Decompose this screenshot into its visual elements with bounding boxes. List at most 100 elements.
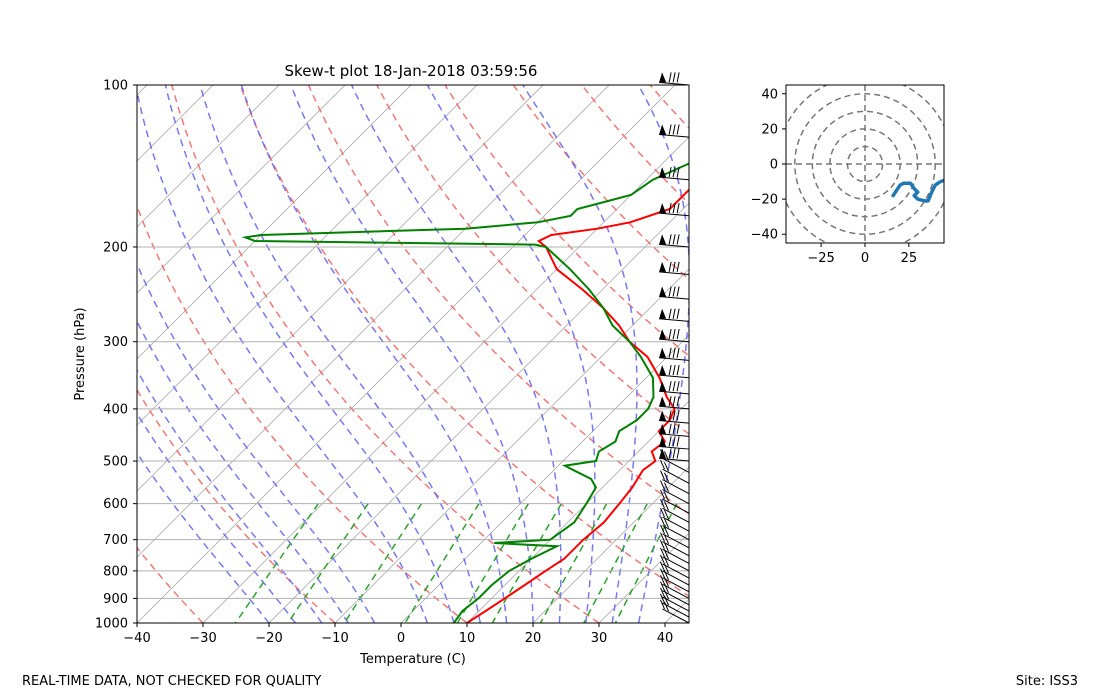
moist-adiabat-line [637, 85, 689, 623]
wind-barb-feather [668, 308, 672, 319]
wind-barb-feather [672, 167, 676, 178]
dry-adiabat-line [376, 85, 689, 435]
pressure-gridlines [137, 84, 689, 624]
wind-barb-feather [676, 167, 680, 178]
wind-barb-feather [660, 507, 665, 518]
wind-barb-feather [672, 234, 676, 245]
moist-adiabat-line [290, 85, 534, 623]
wind-barb-flag [659, 308, 667, 319]
wind-barb-staff [659, 357, 690, 361]
isotherm-line [137, 85, 610, 558]
hodograph-y-tick-label: −40 [751, 228, 778, 243]
isotherm-line [0, 85, 15, 623]
wind-barb-feather [660, 516, 665, 526]
isotherm-line [137, 85, 676, 623]
hodograph-y-tick-label: −20 [751, 193, 778, 208]
wind-barb-feather [672, 423, 676, 434]
wind-barb-flag [659, 410, 667, 421]
wind-barb-staff [659, 390, 690, 395]
wind-barb-feather [676, 234, 680, 245]
wind-barb-feather [664, 601, 669, 612]
wind-barb-staff [662, 590, 690, 606]
isotherm-line [202, 136, 689, 623]
isotherm-line [137, 85, 280, 228]
mixing-ratio-line [343, 503, 423, 623]
temperature-line [466, 188, 689, 623]
moist-adiabat-line [137, 368, 323, 623]
wind-barb-feather [668, 167, 672, 178]
isotherm-line [532, 466, 689, 623]
wind-barb-feather [660, 581, 665, 591]
wind-barb-feather [668, 328, 672, 340]
wind-barb-staff [662, 548, 690, 564]
moist-adiabat-line [137, 412, 296, 623]
y-tick-label: 1000 [95, 617, 128, 632]
isotherm-line [137, 85, 544, 492]
x-tick-label: 30 [591, 631, 608, 646]
quality-disclaimer: REAL-TIME DATA, NOT CHECKED FOR QUALITY [22, 674, 322, 689]
wind-barb-staff [662, 498, 690, 514]
x-tick-label: −10 [321, 631, 348, 646]
dry-adiabat-line [137, 388, 336, 623]
wind-barb-staff [662, 570, 690, 586]
dry-adiabat-line [649, 85, 689, 130]
wind-barb-feather [676, 308, 680, 319]
wind-barb-staff [659, 374, 690, 379]
y-axis-ticks: 100 200 300 400 500 600 700 800 900 1000 [95, 79, 137, 632]
wind-barb-feather [676, 261, 680, 272]
moist-adiabat-line [350, 85, 562, 623]
wind-barb-feather [672, 347, 676, 358]
wind-barb-feather [668, 410, 672, 421]
moist-adiabat-line [426, 85, 596, 623]
skewt-background-lines [0, 85, 689, 623]
wind-barb-feather [668, 448, 672, 459]
wind-barb-feather [672, 328, 676, 340]
wind-barb-feather [664, 526, 669, 537]
wind-barb-feather [660, 587, 665, 598]
wind-barb-staff [662, 556, 690, 572]
wind-barb-feather [676, 347, 680, 358]
isotherm-line [137, 85, 346, 294]
hodograph-trace [891, 178, 944, 203]
wind-barb-feather [676, 396, 680, 407]
wind-barb-feather [668, 234, 672, 245]
wind-barb-feather [676, 381, 680, 392]
wind-barb-feather [660, 480, 665, 490]
hodograph-x-ticks: −25 0 25 [807, 243, 917, 266]
isotherm-line [268, 202, 689, 623]
skewt-axes-frame [136, 84, 690, 624]
wind-barb-feather [660, 524, 665, 534]
wind-barb-feather [672, 72, 676, 83]
wind-barb-staff [662, 563, 690, 579]
wind-barb-staff [662, 602, 690, 618]
wind-barb-feather [660, 568, 665, 578]
moist-adiabat-line [240, 85, 508, 623]
wind-barb-staff [662, 479, 690, 495]
y-tick-label: 800 [103, 564, 128, 579]
y-tick-label: 300 [103, 335, 128, 350]
wind-barb-feather [660, 547, 665, 557]
wind-barb-feather [660, 470, 665, 480]
wind-barb-staff [662, 525, 690, 541]
wind-barb-feather [664, 595, 669, 606]
wind-barb-feather [676, 448, 680, 459]
wind-barbs [659, 72, 690, 624]
skewt-series [241, 162, 689, 623]
wind-barb-feather [660, 532, 665, 542]
moist-adiabat-line [199, 85, 481, 623]
wind-barb-feather [664, 482, 669, 492]
wind-barb-staff [662, 507, 690, 523]
wind-barb-feather [668, 286, 672, 297]
y-axis-label: Pressure (hPa) [73, 307, 88, 400]
wind-barb-feather [672, 203, 676, 214]
wind-barb-feather [660, 489, 665, 500]
wind-barb-flag [659, 261, 667, 272]
wind-barb-flag [659, 286, 667, 297]
hodograph-panel: −25 0 25 40 20 0 −20 −40 [751, 84, 945, 266]
dry-adiabat-line [512, 85, 689, 281]
wind-barb-feather [672, 436, 676, 447]
x-axis-label: Temperature (C) [359, 652, 466, 667]
wind-barb-feather [668, 347, 672, 358]
wind-barb-flag [659, 203, 667, 214]
wind-barb-flag [659, 347, 667, 358]
